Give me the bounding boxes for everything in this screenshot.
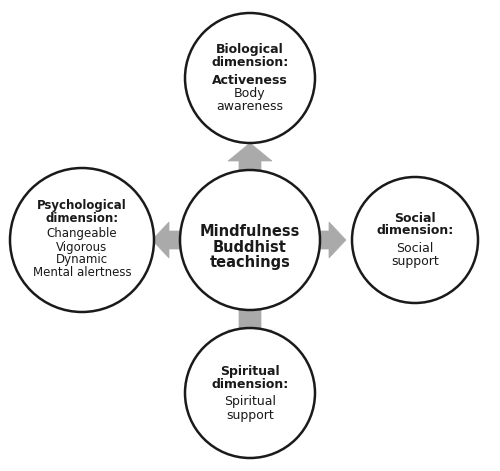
Text: dimension:: dimension: [212,57,288,70]
Text: teachings: teachings [210,254,290,269]
Text: Psychological: Psychological [37,198,127,211]
Circle shape [185,328,315,458]
Text: Biological: Biological [216,43,284,57]
Text: support: support [391,255,439,268]
Text: Social: Social [394,211,436,225]
Text: Dynamic: Dynamic [56,253,108,267]
Text: Changeable: Changeable [46,227,118,241]
Text: dimension:: dimension: [376,225,454,237]
Text: awareness: awareness [216,100,284,114]
Text: Spiritual: Spiritual [220,365,280,377]
Circle shape [185,13,315,143]
Text: dimension:: dimension: [46,211,118,225]
Text: Spiritual: Spiritual [224,396,276,408]
Text: Mental alertness: Mental alertness [32,267,132,279]
Text: Buddhist: Buddhist [213,239,287,254]
Text: Mindfulness: Mindfulness [200,225,300,239]
Polygon shape [228,143,272,185]
Circle shape [352,177,478,303]
Text: Vigorous: Vigorous [56,241,108,253]
Text: Activeness: Activeness [212,73,288,87]
Polygon shape [318,222,346,258]
Text: Social: Social [396,243,434,255]
Polygon shape [228,310,272,348]
Text: dimension:: dimension: [212,377,288,390]
Circle shape [10,168,154,312]
Text: support: support [226,408,274,422]
Circle shape [180,170,320,310]
Polygon shape [152,222,182,258]
Text: Body: Body [234,88,266,100]
